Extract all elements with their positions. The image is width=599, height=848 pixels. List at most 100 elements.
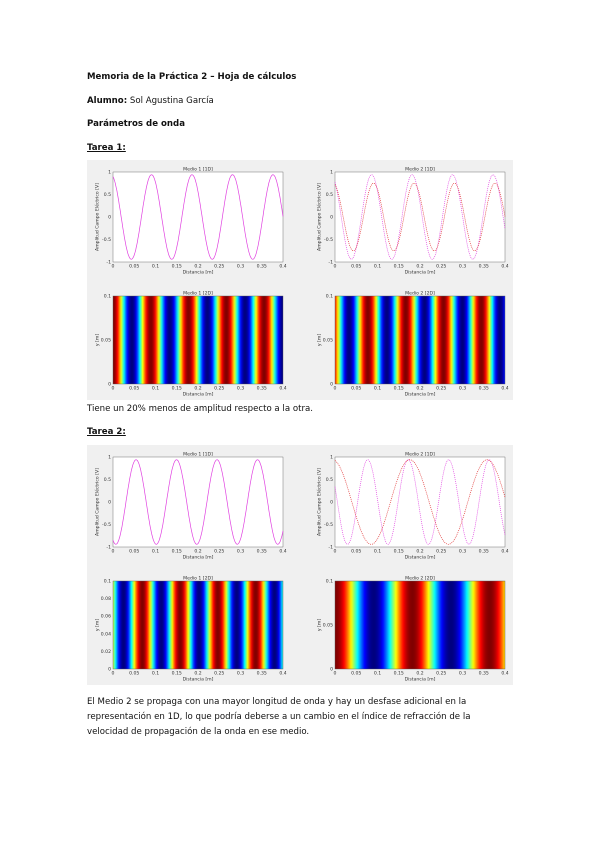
paragraph-line: El Medio 2 se propaga con una mayor long… xyxy=(87,697,467,707)
section-heading: Tarea 1: xyxy=(87,143,126,153)
y-tick-label: -1 xyxy=(106,545,111,551)
panel-title: Medio 2 [1D] xyxy=(405,167,435,173)
y-tick-label: -0.5 xyxy=(102,237,111,243)
x-tick-label: 0.15 xyxy=(172,549,182,555)
y-tick-label: 0.1 xyxy=(104,294,111,300)
student-name: Sol Agustina García xyxy=(129,96,214,106)
stripe-plot xyxy=(112,295,284,385)
panel-title: Medio 2 [1D] xyxy=(405,452,435,458)
x-tick-label: 0.3 xyxy=(459,549,466,555)
y-tick-label: 0.04 xyxy=(101,631,111,637)
x-tick-label: 0.1 xyxy=(152,671,159,677)
y-tick-label: 1 xyxy=(330,170,333,176)
axis-label: y [m] xyxy=(95,334,101,346)
x-tick-label: 0.15 xyxy=(394,386,404,392)
y-tick-label: 1 xyxy=(330,455,333,461)
stripe-plot xyxy=(334,295,506,385)
x-tick-label: 0.3 xyxy=(459,671,466,677)
x-tick-label: 0.35 xyxy=(257,671,267,677)
y-tick-label: 0.1 xyxy=(326,579,333,585)
axis-label: Distancia [m] xyxy=(183,392,214,398)
x-tick-label: 0.2 xyxy=(194,264,201,270)
axis-label: y [m] xyxy=(95,619,101,631)
x-tick-label: 0.4 xyxy=(501,264,508,270)
y-tick-label: -0.5 xyxy=(324,237,333,243)
x-tick-label: 0.2 xyxy=(416,671,423,677)
y-tick-label: 0 xyxy=(108,215,111,221)
x-tick-label: 0 xyxy=(334,549,337,555)
y-tick-label: 1 xyxy=(108,455,111,461)
subtitle: Parámetros de onda xyxy=(87,119,185,129)
y-tick-label: -1 xyxy=(106,260,111,266)
y-tick-label: -1 xyxy=(328,545,333,551)
axis-label: Amplitud Campo Eléctrico [V] xyxy=(316,468,323,536)
y-tick-label: 0 xyxy=(108,500,111,506)
paragraph-line: Tiene un 20% menos de amplitud respecto … xyxy=(87,404,313,414)
x-tick-label: 0.2 xyxy=(194,549,201,555)
x-tick-label: 0.25 xyxy=(436,549,446,555)
x-tick-label: 0.05 xyxy=(129,386,139,392)
x-tick-label: 0.05 xyxy=(351,386,361,392)
doc-title: Memoria de la Práctica 2 – Hoja de cálcu… xyxy=(87,72,297,82)
x-tick-label: 0.2 xyxy=(194,386,201,392)
x-tick-label: 0.05 xyxy=(129,671,139,677)
axis-label: Distancia [m] xyxy=(183,555,214,561)
axis-label: Distancia [m] xyxy=(405,270,436,276)
plot-area xyxy=(334,171,506,263)
y-tick-label: 1 xyxy=(108,170,111,176)
x-tick-label: 0.4 xyxy=(279,264,286,270)
axis-label: Distancia [m] xyxy=(405,392,436,398)
section-heading: Tarea 2: xyxy=(87,427,126,437)
panel-title: Medio 2 [2D] xyxy=(405,291,435,297)
x-tick-label: 0.05 xyxy=(351,264,361,270)
x-tick-label: 0.35 xyxy=(479,671,489,677)
x-tick-label: 0.4 xyxy=(279,386,286,392)
panel-title: Medio 1 [2D] xyxy=(183,291,213,297)
y-tick-label: -1 xyxy=(328,260,333,266)
x-tick-label: 0.25 xyxy=(436,386,446,392)
x-tick-label: 0.1 xyxy=(152,549,159,555)
axis-label: y [m] xyxy=(317,334,323,346)
x-tick-label: 0.4 xyxy=(279,549,286,555)
y-tick-label: 0 xyxy=(330,667,333,673)
x-tick-label: 0.2 xyxy=(416,386,423,392)
x-tick-label: 0.15 xyxy=(394,671,404,677)
wave-curve xyxy=(112,174,284,260)
y-tick-label: 0.1 xyxy=(326,294,333,300)
x-tick-label: 0.1 xyxy=(374,386,381,392)
axis-label: y [m] xyxy=(317,619,323,631)
x-tick-label: 0.25 xyxy=(214,386,224,392)
x-tick-label: 0.15 xyxy=(172,671,182,677)
x-tick-label: 0.1 xyxy=(374,264,381,270)
y-tick-label: 0.5 xyxy=(326,477,333,483)
axis-label: Amplitud Campo Eléctrico [V] xyxy=(94,468,101,536)
x-tick-label: 0.05 xyxy=(129,264,139,270)
stripe-plot xyxy=(334,580,506,670)
y-tick-label: 0.5 xyxy=(104,477,111,483)
y-tick-label: 0.06 xyxy=(101,614,111,620)
x-tick-label: 0.25 xyxy=(214,549,224,555)
x-tick-label: 0 xyxy=(334,264,337,270)
x-tick-label: 0 xyxy=(112,386,115,392)
axis-label: Distancia [m] xyxy=(183,270,214,276)
x-tick-label: 0.35 xyxy=(257,549,267,555)
x-tick-label: 0 xyxy=(112,549,115,555)
panel-title: Medio 1 [2D] xyxy=(183,576,213,582)
plot-area xyxy=(334,456,506,548)
x-tick-label: 0.1 xyxy=(152,386,159,392)
x-tick-label: 0.15 xyxy=(394,264,404,270)
x-tick-label: 0.4 xyxy=(501,386,508,392)
y-tick-label: 0.02 xyxy=(101,649,111,655)
x-tick-label: 0.15 xyxy=(172,386,182,392)
student-label: Alumno: xyxy=(87,96,128,106)
x-tick-label: 0 xyxy=(334,671,337,677)
x-tick-label: 0.3 xyxy=(459,264,466,270)
x-tick-label: 0.2 xyxy=(416,264,423,270)
panel-title: Medio 1 [1D] xyxy=(183,452,213,458)
axis-label: Distancia [m] xyxy=(405,555,436,561)
y-tick-label: 0 xyxy=(330,382,333,388)
y-tick-label: 0 xyxy=(330,215,333,221)
y-tick-label: -0.5 xyxy=(324,522,333,528)
